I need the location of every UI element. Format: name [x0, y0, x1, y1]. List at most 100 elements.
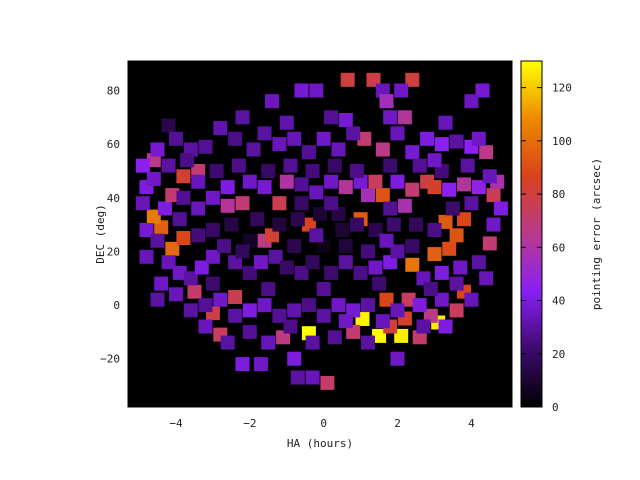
data-point: [253, 255, 268, 270]
data-point: [475, 83, 490, 98]
data-point: [279, 260, 294, 275]
data-point: [379, 94, 394, 109]
data-point: [316, 308, 331, 323]
data-point: [327, 330, 342, 345]
colorbar-tick-label: 120: [552, 82, 572, 95]
data-point: [394, 328, 409, 343]
data-point: [438, 115, 453, 130]
data-point: [479, 145, 494, 160]
data-point: [324, 196, 339, 211]
data-point: [434, 137, 449, 152]
data-point: [279, 115, 294, 130]
data-point: [423, 282, 438, 296]
data-point: [442, 241, 457, 256]
x-axis-ticks: −4 −2 0 2 4: [169, 61, 475, 430]
data-point: [205, 276, 220, 291]
data-point: [301, 145, 316, 160]
data-point: [257, 298, 272, 313]
data-point: [235, 357, 250, 372]
data-point: [198, 319, 213, 334]
data-point: [198, 139, 213, 154]
colorbar-tick-label: 20: [552, 348, 565, 361]
data-point: [180, 153, 195, 168]
data-point: [375, 142, 390, 157]
data-point: [383, 255, 398, 270]
data-point: [320, 375, 335, 390]
data-point: [324, 265, 339, 280]
data-point: [265, 94, 279, 109]
data-point: [423, 308, 438, 323]
data-point: [290, 212, 305, 227]
data-point: [420, 131, 435, 146]
data-point: [438, 319, 453, 334]
colorbar-tick-label: 80: [552, 188, 565, 201]
data-point: [412, 158, 427, 173]
data-point: [471, 255, 486, 270]
data-point: [272, 196, 287, 211]
data-point: [427, 153, 442, 168]
data-point: [335, 223, 350, 237]
data-point: [405, 72, 420, 87]
colorbar-ticks: 0 20 40 60 80 100 120: [521, 82, 572, 414]
data-point: [346, 324, 361, 339]
data-point: [290, 370, 305, 385]
data-point: [276, 330, 291, 345]
data-point: [169, 287, 183, 302]
data-point: [368, 223, 383, 237]
data-point: [316, 239, 331, 254]
data-point: [220, 198, 235, 213]
x-tick-label: −2: [243, 417, 256, 430]
data-point: [205, 223, 220, 237]
data-point: [493, 201, 508, 216]
plot-frame: [127, 60, 513, 408]
data-point: [242, 265, 257, 280]
data-point: [272, 137, 287, 152]
data-point: [390, 244, 405, 259]
data-point: [165, 241, 180, 256]
data-point: [412, 330, 427, 345]
x-tick-label: 4: [468, 417, 475, 430]
data-point: [183, 303, 198, 318]
data-point: [457, 212, 471, 227]
y-tick-label: 40: [107, 192, 120, 205]
data-point: [191, 201, 206, 216]
data-point: [401, 292, 416, 307]
data-point: [194, 260, 209, 275]
data-point: [213, 292, 228, 307]
colorbar-tick-label: 40: [552, 295, 565, 308]
data-point: [235, 244, 250, 259]
colorbar-label: pointing error (arcsec): [590, 158, 603, 310]
data-point: [349, 164, 364, 178]
data-point: [305, 255, 320, 270]
data-point: [235, 196, 250, 211]
data-point: [176, 231, 191, 245]
data-point: [390, 351, 405, 366]
y-axis-ticks: −20 0 20 40 60 80: [100, 85, 512, 366]
data-point: [272, 217, 287, 232]
data-point: [397, 198, 412, 213]
data-point: [375, 314, 390, 329]
data-point: [150, 292, 165, 307]
data-point: [187, 284, 202, 299]
data-point: [457, 177, 471, 192]
data-point: [340, 72, 355, 87]
data-point: [464, 94, 479, 109]
data-point: [316, 131, 331, 146]
data-point: [305, 164, 320, 178]
data-point: [224, 217, 239, 232]
data-point: [449, 303, 464, 318]
data-point: [327, 158, 342, 173]
data-point: [434, 164, 449, 178]
data-point: [353, 174, 368, 189]
colorbar-tick-label: 100: [552, 135, 572, 148]
data-point: [366, 72, 381, 87]
data-point: [375, 83, 390, 98]
data-point: [338, 239, 353, 254]
data-point: [331, 206, 346, 221]
data-point: [261, 282, 276, 296]
data-point: [324, 110, 339, 125]
data-point: [346, 303, 361, 318]
data-point: [191, 164, 206, 178]
data-point: [464, 292, 479, 307]
